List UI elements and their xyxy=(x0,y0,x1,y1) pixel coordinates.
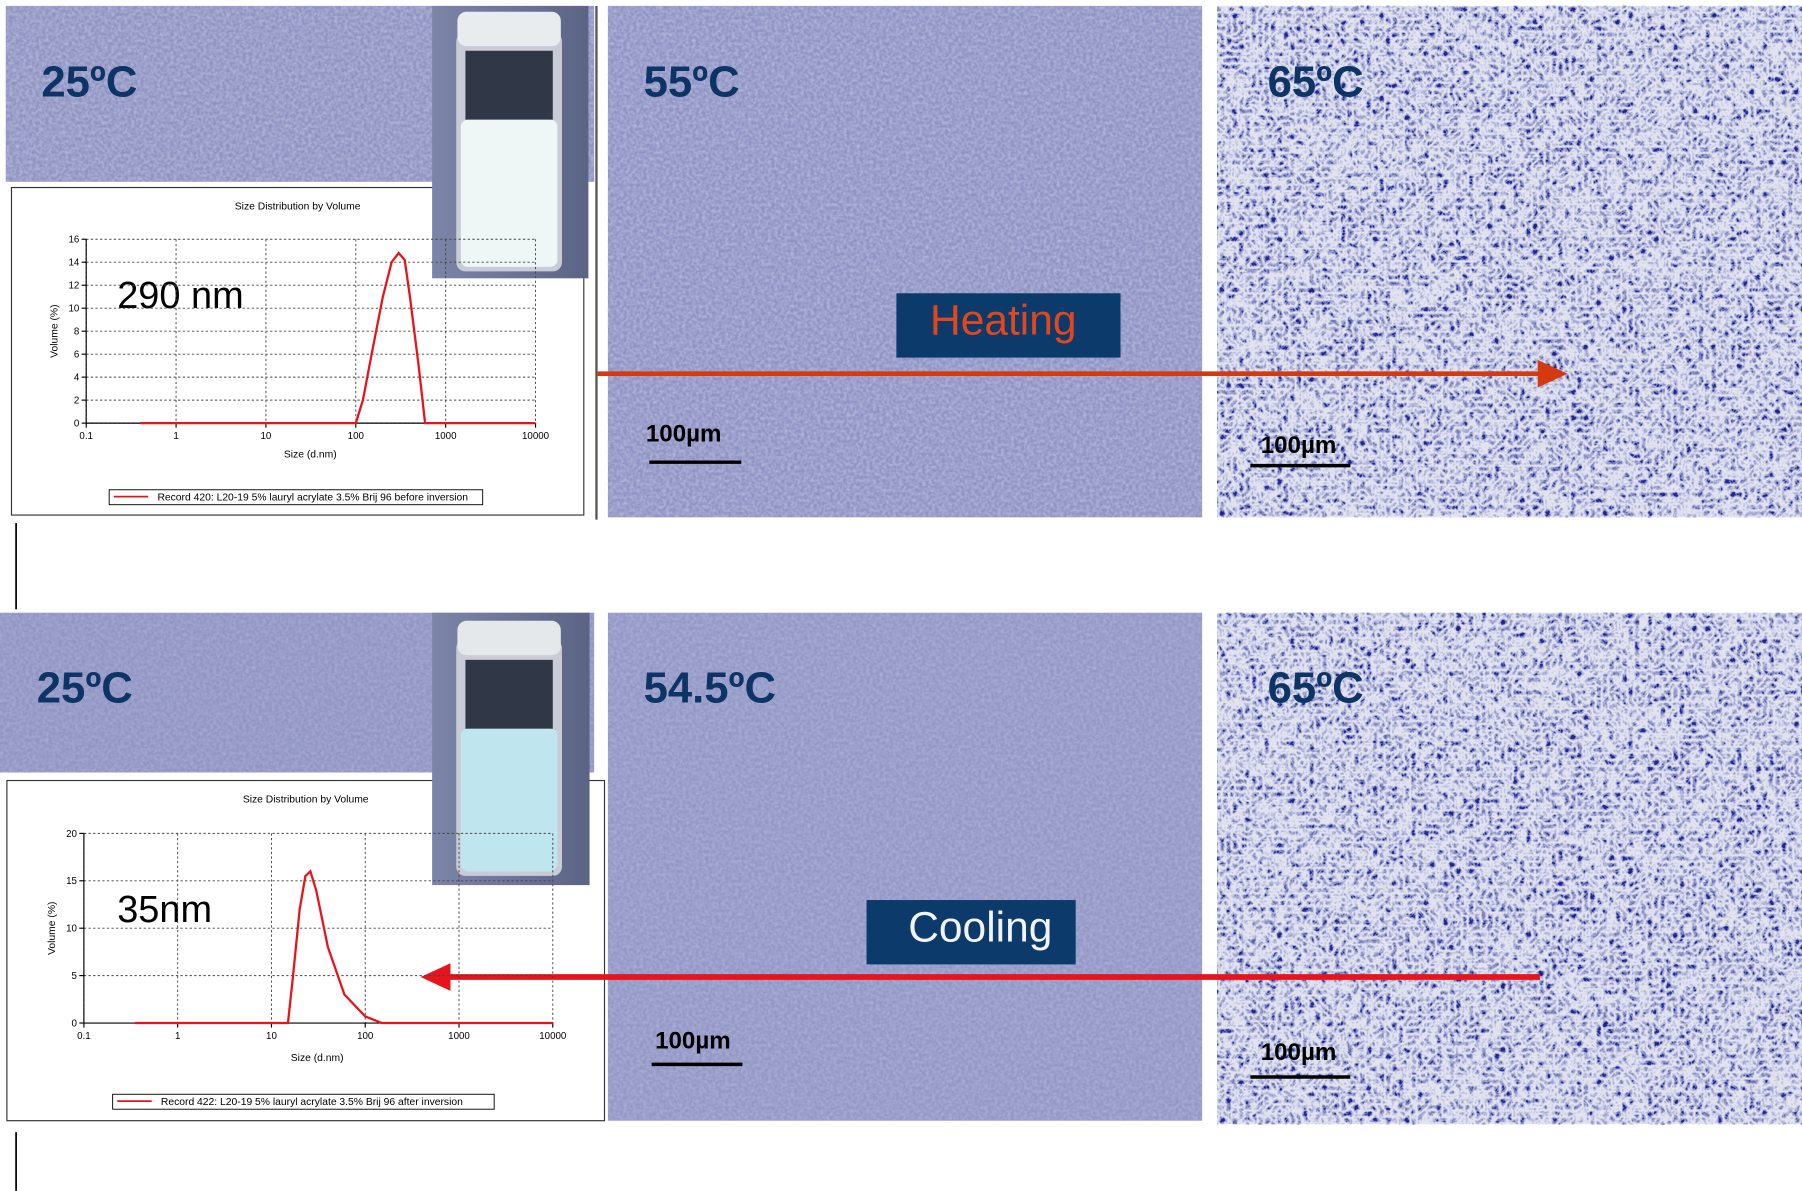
temperature-label: 25ºC xyxy=(41,58,137,107)
temperature-label: 54.5ºC xyxy=(644,663,776,712)
x-tick-label: 10 xyxy=(261,431,272,442)
x-tick-label: 1 xyxy=(175,1031,180,1042)
legend-label: Record 420: L20-19 5% lauryl acrylate 3.… xyxy=(157,493,468,504)
vial-photo xyxy=(432,6,588,278)
y-tick-label: 4 xyxy=(74,373,80,384)
process-label: Heating xyxy=(930,298,1077,345)
y-tick-label: 14 xyxy=(68,258,79,269)
x-tick-label: 1 xyxy=(173,431,178,442)
y-tick-label: 2 xyxy=(74,396,79,407)
process-label: Cooling xyxy=(908,904,1052,951)
page: {"top": {"left_temp": "25ºC", "middle_te… xyxy=(0,0,1802,1191)
y-axis-label: Volume (%) xyxy=(49,304,60,357)
x-tick-label: 100 xyxy=(357,1031,374,1042)
y-tick-label: 16 xyxy=(68,235,79,246)
chart-title: Size Distribution by Volume xyxy=(243,794,369,805)
x-tick-label: 100 xyxy=(348,431,365,442)
y-tick-label: 6 xyxy=(74,350,79,361)
x-tick-label: 0.1 xyxy=(79,431,93,442)
y-tick-label: 0 xyxy=(72,1018,78,1029)
x-axis-label: Size (d.nm) xyxy=(291,1053,344,1064)
scale-label: 100µm xyxy=(655,1027,731,1054)
x-tick-label: 10 xyxy=(266,1031,277,1042)
y-axis-label: Volume (%) xyxy=(47,902,58,955)
y-tick-label: 20 xyxy=(66,829,77,840)
annotation: 290 nm xyxy=(117,275,243,317)
figure: 25ºC 55ºC 65ºC 25ºC 54.5ºC 65ºC 100µm 10… xyxy=(0,0,1802,1191)
y-tick-label: 0 xyxy=(74,419,80,430)
temperature-label: 65ºC xyxy=(1268,663,1364,712)
y-tick-label: 10 xyxy=(68,304,79,315)
scale-label: 100µm xyxy=(646,421,722,448)
y-tick-label: 10 xyxy=(66,924,77,935)
x-tick-label: 1000 xyxy=(448,1031,470,1042)
x-axis-label: Size (d.nm) xyxy=(284,450,337,461)
y-tick-label: 15 xyxy=(66,876,77,887)
x-tick-label: 10000 xyxy=(539,1031,567,1042)
temperature-label: 55ºC xyxy=(644,58,740,107)
x-tick-label: 1000 xyxy=(435,431,457,442)
scale-label: 100µm xyxy=(1261,432,1337,459)
temperature-label: 25ºC xyxy=(37,663,133,712)
y-tick-label: 8 xyxy=(74,327,79,338)
y-tick-label: 5 xyxy=(72,971,78,982)
annotation: 35nm xyxy=(117,889,212,931)
scale-label: 100µm xyxy=(1261,1039,1337,1066)
y-tick-label: 12 xyxy=(68,281,79,292)
legend-label: Record 422: L20-19 5% lauryl acrylate 3.… xyxy=(161,1097,463,1108)
chart-title: Size Distribution by Volume xyxy=(235,201,361,212)
x-tick-label: 10000 xyxy=(522,431,550,442)
vial-photo xyxy=(432,613,589,885)
temperature-label: 65ºC xyxy=(1268,58,1364,107)
x-tick-label: 0.1 xyxy=(77,1031,91,1042)
